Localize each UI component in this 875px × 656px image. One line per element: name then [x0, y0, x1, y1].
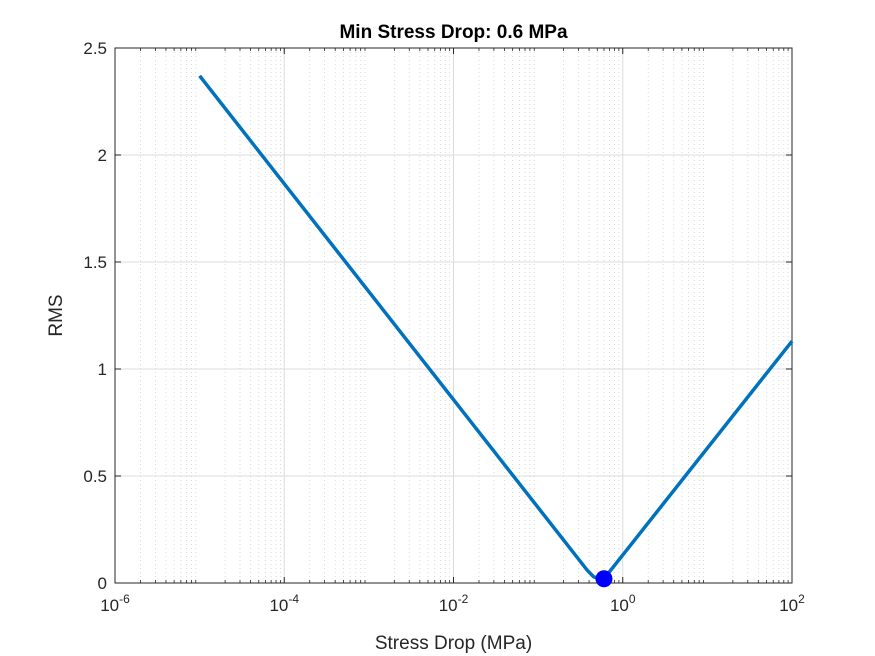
- min-point-marker: [595, 570, 613, 588]
- x-tick-label: 10-6: [100, 592, 130, 615]
- y-tick-label: 2: [98, 146, 107, 165]
- y-tick-label: 0: [98, 574, 107, 593]
- rms-curve: [198, 74, 794, 581]
- chart-title: Min Stress Drop: 0.6 MPa: [339, 22, 567, 43]
- minor-grid: [140, 48, 789, 583]
- y-tick-label: 1: [98, 360, 107, 379]
- axis-ticks: 10-6 10-4 10-2 100 102 0 0.5 1 1.5 2 2.5: [83, 39, 805, 615]
- major-grid: [114, 47, 793, 584]
- x-tick-label: 10-2: [439, 592, 469, 615]
- y-tick-label: 0.5: [83, 467, 107, 486]
- x-tick-label: 102: [779, 592, 805, 615]
- y-tick-label: 1.5: [83, 253, 107, 272]
- y-axis-label: RMS: [46, 294, 67, 336]
- x-tick-label: 10-4: [269, 592, 299, 615]
- x-tick-label: 100: [610, 592, 636, 615]
- y-tick-label: 2.5: [83, 39, 107, 58]
- series-layer: [198, 74, 794, 588]
- x-axis-label: Stress Drop (MPa): [375, 633, 532, 654]
